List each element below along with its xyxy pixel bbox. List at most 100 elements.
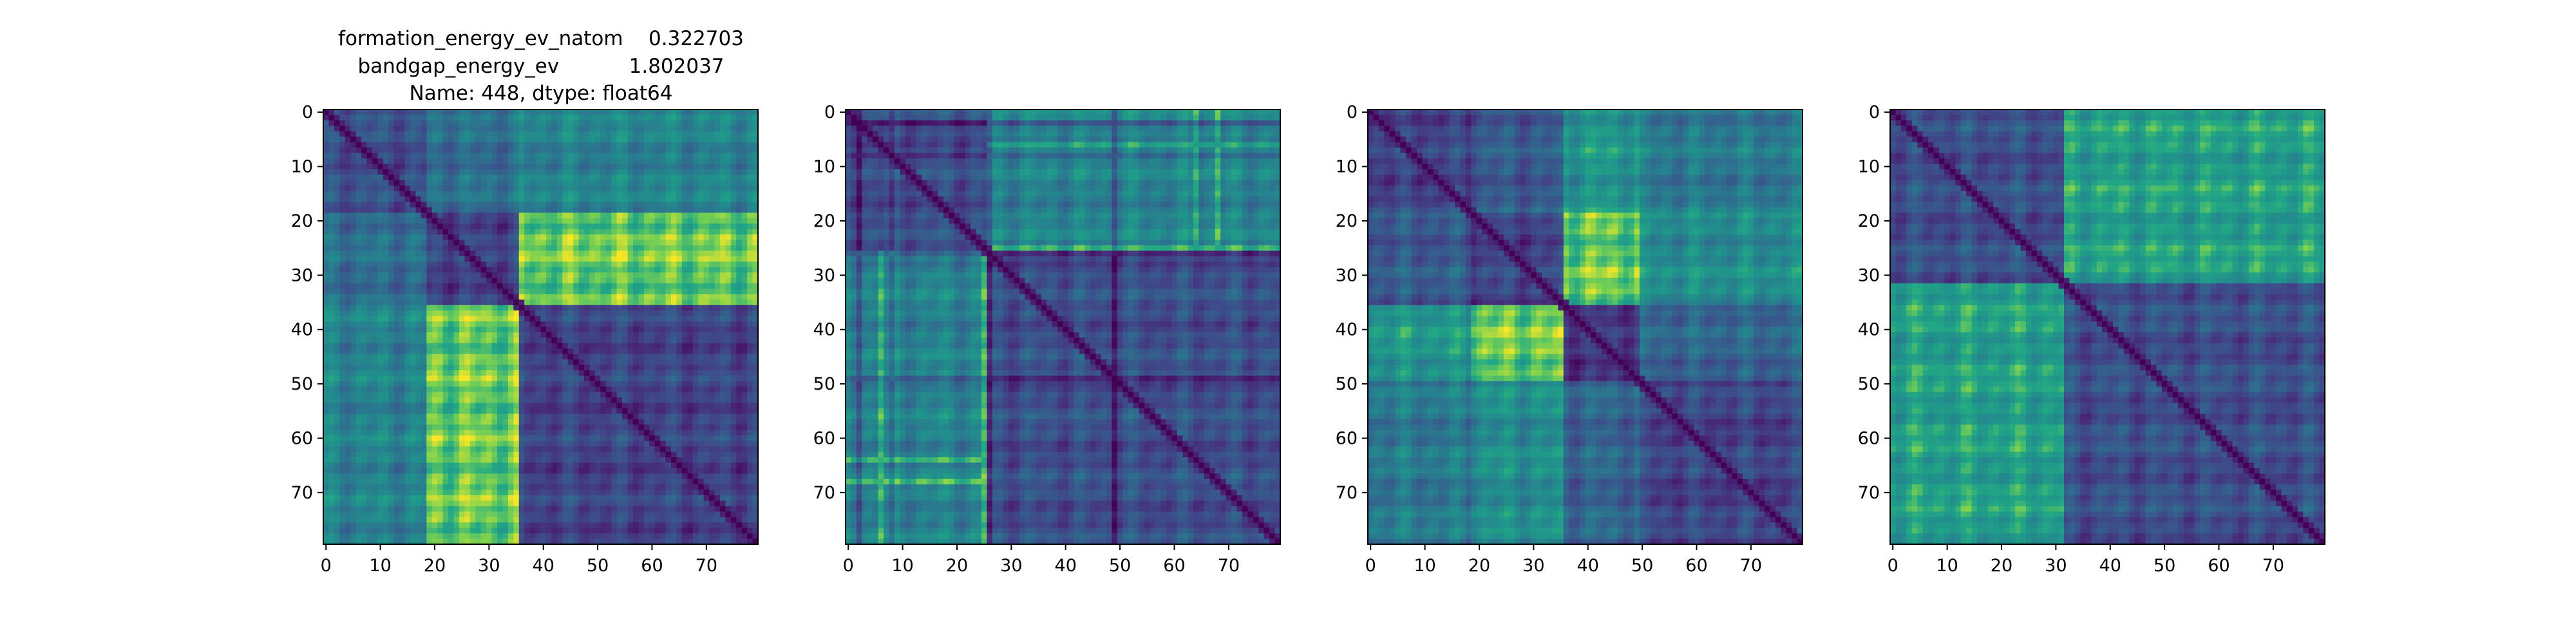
heatmap-cell xyxy=(654,283,661,290)
heatmap-cell xyxy=(545,289,552,295)
heatmap-cell xyxy=(698,354,705,360)
heatmap-cell xyxy=(426,332,433,338)
heatmap-cell xyxy=(622,153,629,159)
heatmap-cell xyxy=(366,397,373,404)
heatmap-cell xyxy=(632,272,639,279)
heatmap-cell xyxy=(638,191,645,197)
heatmap-cell xyxy=(393,435,400,442)
heatmap-cell xyxy=(350,440,357,447)
heatmap-cell xyxy=(388,245,395,251)
heatmap-cell xyxy=(339,310,346,317)
heatmap-cell xyxy=(497,354,504,360)
heatmap-cell xyxy=(388,169,395,175)
heatmap-cell xyxy=(638,402,645,409)
heatmap-cell xyxy=(687,278,694,284)
heatmap-cell xyxy=(736,402,743,409)
heatmap-cell xyxy=(594,240,601,246)
heatmap-cell xyxy=(469,131,476,137)
heatmap-cell xyxy=(692,218,699,224)
heatmap-cell xyxy=(589,142,596,148)
heatmap-cell xyxy=(388,240,395,246)
heatmap-cell xyxy=(551,142,558,148)
heatmap-cell xyxy=(562,397,569,404)
heatmap-cell xyxy=(692,440,699,447)
heatmap-cell xyxy=(627,153,634,159)
heatmap-cell xyxy=(491,305,498,311)
heatmap-cell xyxy=(551,381,558,387)
heatmap-cell xyxy=(703,289,710,295)
heatmap-cell xyxy=(345,321,351,328)
heatmap-cell xyxy=(421,354,427,360)
heatmap-cell xyxy=(611,256,618,262)
heatmap-cell xyxy=(719,175,726,181)
heatmap-cell xyxy=(556,370,563,377)
heatmap-cell xyxy=(676,261,683,268)
heatmap-cell xyxy=(345,435,351,442)
heatmap-cell xyxy=(643,321,650,328)
heatmap-cell xyxy=(676,419,683,425)
heatmap-cell xyxy=(578,207,585,213)
heatmap-cell xyxy=(334,245,340,251)
heatmap-cell xyxy=(328,397,335,404)
heatmap-cell xyxy=(426,435,433,442)
heatmap-cell xyxy=(611,348,618,355)
heatmap-cell xyxy=(709,218,715,224)
heatmap-cell xyxy=(556,185,563,192)
heatmap-cell xyxy=(594,251,601,257)
heatmap-cell xyxy=(366,337,373,344)
heatmap-cell xyxy=(497,343,504,349)
heatmap-cell xyxy=(513,175,520,181)
heatmap-cell xyxy=(545,267,552,273)
heatmap-cell xyxy=(431,180,438,186)
heatmap-cell xyxy=(654,440,661,447)
heatmap-cell xyxy=(361,294,368,300)
heatmap-cell xyxy=(551,240,558,246)
heatmap-cell xyxy=(442,365,449,371)
heatmap-cell xyxy=(654,142,661,148)
heatmap-cell xyxy=(475,115,482,121)
heatmap-cell xyxy=(567,202,574,208)
heatmap-cell xyxy=(752,169,759,175)
heatmap-cell xyxy=(448,392,455,398)
heatmap-cell xyxy=(556,229,563,235)
heatmap-cell xyxy=(334,440,340,447)
heatmap-cell xyxy=(600,261,607,268)
heatmap-cell xyxy=(431,153,438,159)
heatmap-cell xyxy=(480,229,487,235)
heatmap-cell xyxy=(480,402,487,409)
heatmap-cell xyxy=(388,305,395,311)
heatmap-cell xyxy=(692,207,699,213)
heatmap-cell xyxy=(556,207,563,213)
heatmap-cell xyxy=(361,240,368,246)
heatmap-cell xyxy=(469,158,476,164)
heatmap-cell xyxy=(578,256,585,262)
heatmap-cell xyxy=(431,126,438,132)
heatmap-cell xyxy=(632,397,639,404)
heatmap-cell xyxy=(334,213,340,219)
heatmap-cell xyxy=(730,419,737,425)
heatmap-cell xyxy=(480,218,487,224)
heatmap-cell xyxy=(328,240,335,246)
heatmap-cell xyxy=(415,169,422,175)
heatmap-cell xyxy=(736,240,743,246)
heatmap-cell xyxy=(475,354,482,360)
heatmap-cell xyxy=(486,370,493,377)
heatmap-cell xyxy=(491,223,498,230)
heatmap-cell xyxy=(437,218,444,224)
heatmap-cell xyxy=(556,419,563,425)
heatmap-cell xyxy=(594,207,601,213)
heatmap-cell xyxy=(649,332,656,338)
heatmap-cell xyxy=(584,137,591,143)
heatmap-cell xyxy=(453,327,460,333)
heatmap-cell xyxy=(437,278,444,284)
heatmap-cell xyxy=(502,402,509,409)
heatmap-cell xyxy=(497,294,504,300)
heatmap-cell xyxy=(671,261,677,268)
heatmap-cell xyxy=(540,240,547,246)
heatmap-cell xyxy=(491,332,498,338)
heatmap-cell xyxy=(627,223,634,230)
heatmap-cell xyxy=(366,283,373,290)
heatmap-cell xyxy=(497,185,504,192)
heatmap-cell xyxy=(497,234,504,241)
heatmap-cell xyxy=(665,424,672,431)
